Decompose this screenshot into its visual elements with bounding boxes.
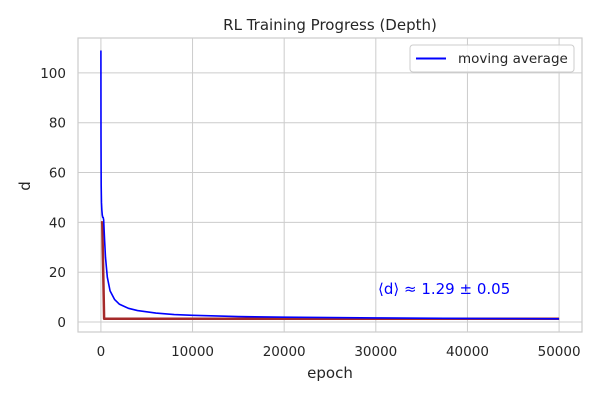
x-axis-label: epoch	[307, 364, 353, 382]
y-tick-label: 80	[49, 116, 66, 132]
x-tick-label: 30000	[354, 344, 397, 360]
legend: moving average	[409, 44, 575, 73]
tick-labels: 0 10000 20000 30000 40000 50000 0 20 40 60 80 100	[40, 66, 580, 360]
legend-label: moving average	[458, 51, 568, 67]
x-tick-label: 50000	[538, 344, 581, 360]
y-tick-label: 40	[49, 215, 66, 231]
x-tick-label: 10000	[171, 344, 214, 360]
legend-box	[409, 44, 575, 73]
moving-average-line	[100, 50, 560, 320]
plot-frame	[77, 37, 583, 333]
y-tick-label: 100	[40, 66, 66, 82]
x-tick-label: 40000	[446, 344, 489, 360]
raw-depth-line	[100, 221, 560, 321]
y-tick-label: 0	[57, 315, 66, 331]
average-depth-annotation: ⟨d⟩ ≈ 1.29 ± 0.05	[378, 280, 510, 298]
series-layer	[100, 50, 560, 321]
grid-layer	[78, 38, 582, 332]
x-tick-label: 20000	[263, 344, 306, 360]
x-tick-label: 0	[97, 344, 106, 360]
y-axis-label: d	[16, 181, 34, 191]
chart-title: RL Training Progress (Depth)	[223, 16, 437, 34]
y-tick-label: 20	[49, 265, 66, 281]
y-tick-label: 60	[49, 166, 66, 182]
